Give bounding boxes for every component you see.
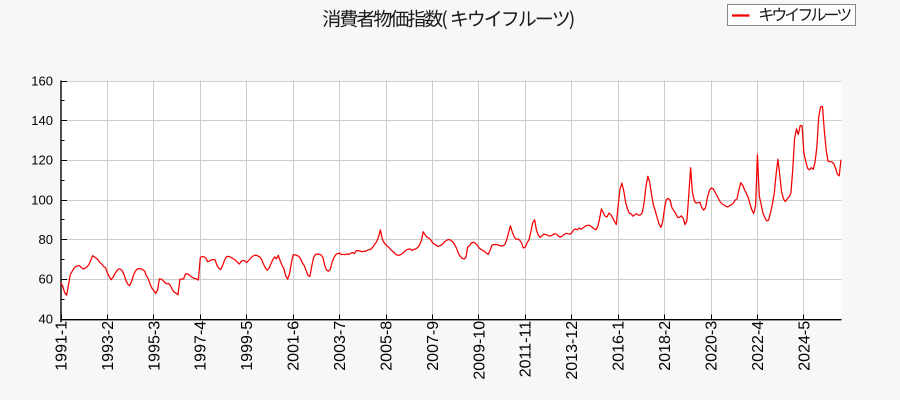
svg-text:80: 80: [39, 232, 53, 247]
svg-text:2016-1: 2016-1: [611, 321, 628, 371]
svg-text:2013-12: 2013-12: [564, 321, 581, 380]
svg-text:2005-8: 2005-8: [378, 321, 395, 371]
svg-text:160: 160: [31, 73, 53, 88]
svg-text:1999-5: 1999-5: [239, 321, 256, 371]
svg-text:2022-4: 2022-4: [750, 321, 767, 371]
svg-text:100: 100: [31, 192, 53, 207]
svg-text:2001-6: 2001-6: [286, 321, 303, 371]
svg-text:60: 60: [39, 272, 53, 287]
svg-text:1995-3: 1995-3: [146, 321, 163, 371]
svg-text:2011-11: 2011-11: [518, 321, 535, 377]
svg-text:2020-3: 2020-3: [703, 321, 720, 371]
svg-text:2024-5: 2024-5: [796, 321, 813, 371]
svg-text:1997-4: 1997-4: [193, 321, 210, 371]
svg-text:40: 40: [39, 311, 53, 326]
svg-text:2009-10: 2009-10: [471, 321, 488, 380]
svg-text:140: 140: [31, 113, 53, 128]
svg-text:2003-7: 2003-7: [332, 321, 349, 371]
svg-text:1991-1: 1991-1: [53, 321, 70, 371]
svg-text:1993-2: 1993-2: [100, 321, 117, 371]
svg-text:120: 120: [31, 153, 53, 168]
svg-text:2018-2: 2018-2: [657, 321, 674, 371]
svg-text:2007-9: 2007-9: [425, 321, 442, 371]
